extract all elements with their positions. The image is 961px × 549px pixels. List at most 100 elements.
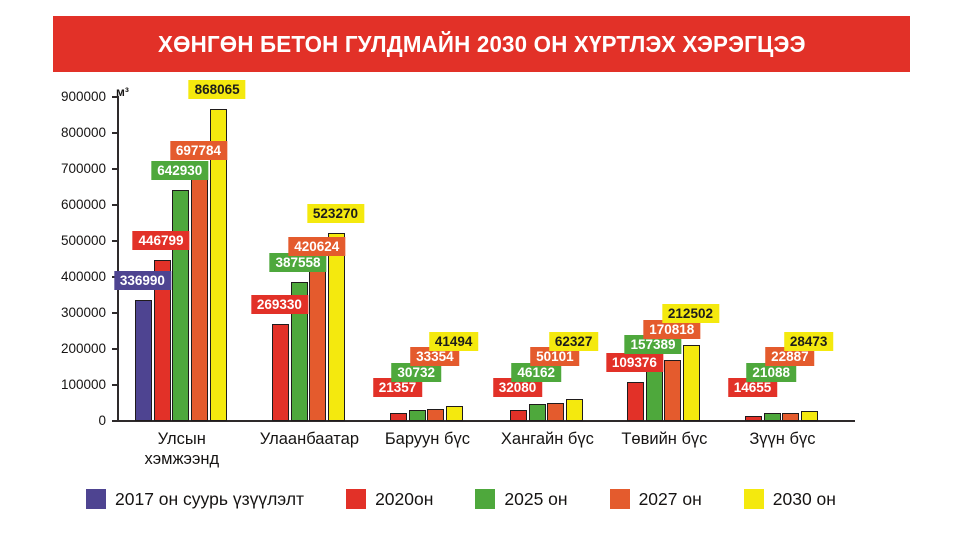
- bar: [683, 344, 701, 421]
- bar: [390, 413, 407, 421]
- legend-swatch: [475, 489, 496, 509]
- bar-value-label: 62327: [548, 331, 599, 351]
- y-axis-tick-label: 900000: [60, 89, 106, 104]
- bar: [191, 169, 209, 421]
- y-axis-tick-label: 100000: [60, 377, 106, 392]
- bar: [209, 108, 227, 421]
- bar-group: 32080 46162 50101 62327: [492, 72, 599, 421]
- bar: [782, 412, 800, 421]
- y-axis-tick: [112, 168, 117, 170]
- legend-label: 2025 он: [504, 488, 568, 509]
- bar-group: 21357 30732 33354 41494: [372, 72, 479, 421]
- legend-item: 2017 он суурь үзүүлэлт: [86, 489, 304, 510]
- bar-value-label: 336990: [113, 270, 171, 290]
- bar: [172, 189, 190, 421]
- legend-swatch: [609, 489, 630, 509]
- bar-value-label: 33354: [410, 347, 460, 366]
- y-axis-tick-label: 600000: [60, 197, 106, 212]
- bar: [446, 406, 464, 421]
- bar-group: 14655 21088 22887 28473: [727, 72, 834, 421]
- bar: [290, 281, 308, 421]
- bar: [566, 398, 584, 421]
- legend-label: 2030 он: [772, 488, 836, 509]
- bar-value-label: 41494: [428, 331, 479, 351]
- legend-label: 2027 он: [638, 488, 702, 509]
- bar-value-label: 868065: [188, 79, 246, 99]
- legend-item: 2025 он: [475, 488, 568, 510]
- bar-value-label: 446799: [132, 231, 190, 251]
- y-axis-tick: [112, 312, 117, 314]
- bar: [427, 409, 445, 421]
- chart-legend: 2017 он суурь үзүүлэлт 2020он 2025 он 2027 …: [86, 486, 836, 512]
- category-label: Хангайн бүс: [500, 430, 594, 448]
- bar-value-label: 21088: [746, 362, 796, 382]
- y-axis-tick-label: 700000: [60, 161, 106, 176]
- bar-group: 269330 387558 420624 523270: [250, 72, 364, 421]
- bar: [135, 299, 152, 421]
- bar: [528, 404, 546, 421]
- y-axis-unit-label: м³: [116, 85, 129, 99]
- y-axis-tick-label: 200000: [60, 341, 106, 356]
- bar-value-label: 420624: [288, 237, 346, 256]
- category-label: Улсын хэмжээнд: [144, 430, 220, 468]
- bar: [763, 413, 781, 421]
- legend-label: 2020он: [375, 488, 434, 509]
- bar-group: 336990 446799 642930 697784 868065: [113, 72, 246, 421]
- bar-value-label: 157389: [624, 335, 682, 355]
- y-axis-tick-label: 500000: [60, 233, 106, 248]
- page-title: ХӨНГӨН БЕТОН ГУЛДМАЙН 2030 ОН ХҮРТЛЭХ ХЭ…: [157, 30, 806, 57]
- bar: [153, 260, 171, 421]
- bar-value-label: 50101: [530, 347, 580, 366]
- y-axis-tick-label: 0: [98, 413, 106, 428]
- y-axis-tick: [112, 420, 117, 422]
- y-axis-tick: [112, 96, 117, 98]
- bar: [309, 269, 327, 421]
- y-axis-tick-label: 400000: [60, 269, 106, 284]
- x-axis-line: [117, 420, 855, 422]
- y-axis-tick: [112, 384, 117, 386]
- legend-item: 2020он: [346, 489, 433, 510]
- y-axis-line: [117, 96, 119, 422]
- bar-value-label: 32080: [492, 378, 543, 397]
- chart-title-banner: ХӨНГӨН БЕТОН ГУЛДМАЙН 2030 ОН ХҮРТЛЭХ ХЭ…: [53, 16, 910, 72]
- bar-value-label: 269330: [250, 295, 308, 314]
- bar-value-label: 109376: [605, 352, 663, 372]
- bar: [547, 403, 565, 421]
- category-label: Төвийн бүс: [621, 430, 708, 448]
- y-axis-tick: [112, 240, 117, 242]
- bar-value-label: 387558: [269, 252, 327, 272]
- y-axis-tick-label: 300000: [60, 305, 106, 320]
- legend-swatch: [743, 489, 764, 509]
- bar-value-label: 170818: [643, 319, 701, 339]
- y-axis-tick: [112, 132, 117, 134]
- bar: [664, 359, 682, 421]
- bar: [272, 324, 289, 421]
- bar: [408, 409, 426, 421]
- legend-item: 2030 он: [743, 488, 836, 510]
- category-label: Баруун бүс: [384, 430, 470, 448]
- bar: [510, 409, 527, 421]
- bar-value-label: 30732: [391, 362, 441, 382]
- bar-value-label: 14655: [727, 378, 778, 397]
- bar: [328, 232, 346, 421]
- bar-value-label: 22887: [765, 347, 815, 366]
- bar-value-label: 523270: [306, 203, 364, 223]
- category-label: Зүүн бүс: [749, 430, 816, 448]
- bar-value-label: 642930: [151, 160, 209, 180]
- bar-value-label: 212502: [661, 304, 719, 324]
- bar: [627, 381, 644, 421]
- legend-label: 2017 он суурь үзүүлэлт: [115, 488, 305, 509]
- legend-swatch: [86, 489, 106, 509]
- bar-value-label: 28473: [783, 331, 834, 351]
- category-label: Улаанбаатар: [259, 430, 360, 448]
- bar-value-label: 21357: [372, 378, 423, 397]
- bar-value-label: 697784: [169, 140, 227, 160]
- bar-value-label: 46162: [511, 362, 561, 382]
- y-axis-tick: [112, 348, 117, 350]
- bar: [645, 364, 663, 421]
- y-axis-tick-label: 800000: [60, 125, 106, 140]
- bar: [801, 410, 819, 421]
- bar: [745, 415, 762, 421]
- legend-swatch: [346, 489, 367, 509]
